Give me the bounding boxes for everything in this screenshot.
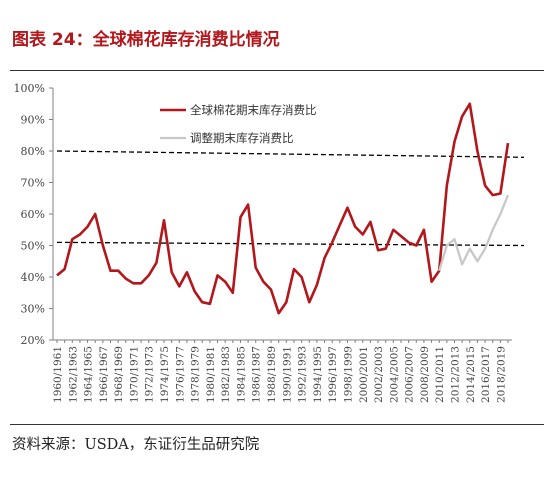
x-tick-label: 1962/1963: [67, 346, 79, 403]
x-tick-label: 1980/1981: [205, 346, 217, 403]
x-tick-label: 2008/2009: [419, 346, 431, 403]
x-tick-label: 2016/2017: [480, 346, 492, 403]
x-tick-label: 2004/2005: [388, 346, 400, 403]
series-lines: [56, 102, 510, 315]
y-tick-label: 60%: [21, 208, 45, 221]
source-note: 资料来源：USDA，东证衍生品研究院: [12, 437, 260, 453]
x-tick-label: 1992/1993: [297, 346, 309, 403]
x-tick-label: 1970/1971: [128, 346, 140, 403]
x-tick-label: 1974/1975: [159, 346, 171, 403]
x-tick-label: 1996/1997: [327, 346, 339, 403]
x-tick-label: 1986/1987: [251, 346, 263, 403]
x-tick-label: 1972/1973: [144, 346, 156, 403]
reference-line: [56, 150, 525, 158]
x-tick-label: 1988/1989: [266, 346, 278, 403]
x-tick-label: 1990/1991: [281, 346, 293, 403]
x-tick-label: 1998/1999: [342, 346, 354, 403]
y-axis: 20% 30% 40% 50% 60% 70% 80% 90% 100%: [14, 82, 54, 347]
x-tick-label: 1960/1961: [52, 346, 64, 403]
y-tick-label: 40%: [21, 271, 45, 284]
reference-line: [56, 241, 525, 247]
x-tick-label: 2006/2007: [404, 346, 416, 403]
x-tick-label: 1966/1967: [98, 346, 110, 403]
footer-rule: [10, 424, 544, 425]
x-tick-label: 2014/2015: [465, 346, 477, 403]
x-axis: 1960/1961 1962/1963 1964/1965 1966/1967 1968…: [52, 339, 512, 403]
series-line-adjusted-ratio: [438, 194, 510, 272]
x-tick-label: 2010/2011: [434, 346, 446, 403]
y-tick-label: 70%: [21, 177, 45, 190]
x-tick-label: 2018/2019: [495, 346, 507, 403]
y-tick-label: 90%: [21, 114, 45, 127]
x-tick-label: 1984/1985: [235, 346, 247, 403]
y-tick-label: 80%: [21, 145, 45, 158]
y-tick-label: 20%: [21, 334, 45, 347]
x-tick-label: 1994/1995: [312, 346, 324, 403]
y-tick-label: 100%: [14, 82, 45, 95]
series-line-global-ratio: [56, 102, 510, 315]
title-rule: [10, 70, 544, 71]
x-tick-label: 1968/1969: [113, 346, 125, 403]
x-tick-label: 2002/2003: [373, 346, 385, 403]
y-tick-label: 50%: [21, 240, 45, 253]
x-tick-label: 1982/1983: [220, 346, 232, 403]
x-tick-label: 2012/2013: [449, 346, 461, 403]
x-tick-label: 1978/1979: [190, 346, 202, 403]
x-tick-label: 1964/1965: [83, 346, 95, 403]
y-tick-label: 30%: [21, 303, 45, 316]
reference-lines: [56, 150, 525, 247]
x-tick-label: 2000/2001: [358, 346, 370, 403]
legend-label: 调整期末库存消费比: [190, 131, 294, 145]
figure-title: 图表 24：全球棉花库存消费比情况: [12, 30, 280, 50]
x-tick-label: 1976/1977: [174, 346, 186, 403]
legend-label: 全球棉花期末库存消费比: [190, 103, 317, 117]
